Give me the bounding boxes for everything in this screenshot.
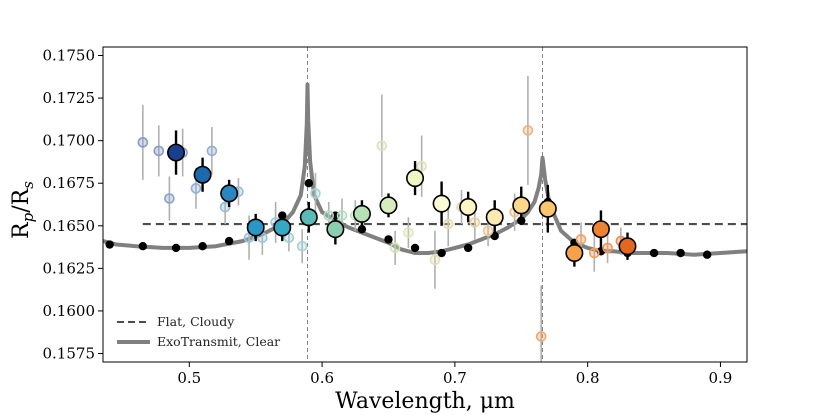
y-tick-label: 0.1700 [43,132,96,150]
native-data-point [389,242,401,254]
data-point [538,199,557,218]
native-data-point [206,145,218,157]
native-data-point [310,188,321,199]
plot-area [103,47,747,362]
model-binned-point [171,243,181,253]
native-data-point [535,331,547,342]
data-point [512,196,531,215]
legend-label-model: ExoTransmit, Clear [157,334,280,349]
native-data-point [469,217,481,228]
data-point [352,204,371,223]
model-binned-point [437,248,446,258]
model-binned-point [138,242,148,251]
y-tick-label: 0.1575 [43,344,96,362]
model-binned-point [357,224,367,234]
model-binned-point [304,179,314,188]
data-point [220,184,239,203]
native-data-point [416,160,427,172]
data-point [565,244,584,263]
y-tick-label: 0.1650 [43,217,96,235]
model-binned-point [224,236,234,246]
x-tick-label: 0.6 [310,369,334,387]
x-tick-label: 0.8 [576,369,600,387]
data-point [591,220,610,239]
model-binned-point [384,235,393,244]
x-tick-label: 0.7 [443,369,467,387]
x-tick-label: 0.9 [709,369,733,387]
model-binned-point [649,248,659,258]
data-point [299,208,318,227]
native-data-point [602,242,613,254]
model-binned-point [410,243,420,253]
y-axis-label-sub-s: s [19,181,37,189]
data-point [432,194,451,213]
plot-frame [102,46,748,363]
model-binned-point [463,243,473,253]
model-binned-point [702,250,712,259]
native-data-point [376,140,388,152]
data-point [618,237,637,256]
legend: Flat, Cloudy ExoTransmit, Clear [117,314,280,349]
native-data-point [442,218,454,230]
axes: 0.5 0.6 0.7 0.8 0.9 0.1575 0.1600 0.1625 0.1650 0… [43,47,733,387]
data-point [406,169,425,188]
native-data-point [429,254,441,266]
y-axis-label: Rp/Rs [9,181,37,239]
data-point [459,198,478,217]
model-binned-point [198,242,207,251]
y-axis-label-div: /R [9,187,34,212]
x-axis-label: Wavelength, μm [335,389,515,414]
data-point [193,165,212,184]
data-point [246,218,265,237]
native-data-point [522,125,534,136]
native-data-point [482,225,494,237]
x-tick-label: 0.5 [177,369,201,387]
native-data-point [403,227,414,238]
y-tick-label: 0.1675 [43,174,96,192]
y-tick-label: 0.1725 [43,89,96,107]
y-tick-label: 0.1625 [43,259,96,277]
native-data-point [296,240,308,252]
data-point [326,220,345,239]
native-data-point [575,234,587,245]
native-data-point [588,247,600,259]
native-data-point [164,193,175,204]
y-tick-label: 0.1750 [43,47,96,65]
data-point [273,218,292,237]
native-data-point [190,183,202,194]
y-axis-label-r: R [9,221,34,239]
data-point [167,143,186,162]
native-data-point [336,210,348,221]
model-binned-point [105,240,114,249]
y-axis-label-sub-p: p [19,212,37,222]
native-data-point [323,210,335,221]
legend-label-flat: Flat, Cloudy [157,314,235,329]
native-data-point [153,145,165,157]
data-point [379,196,398,215]
data-point [485,208,504,227]
model-binned-point [490,231,499,241]
native-data-point [137,137,149,148]
y-tick-label: 0.1600 [43,302,96,320]
model-binned-point [676,248,685,258]
